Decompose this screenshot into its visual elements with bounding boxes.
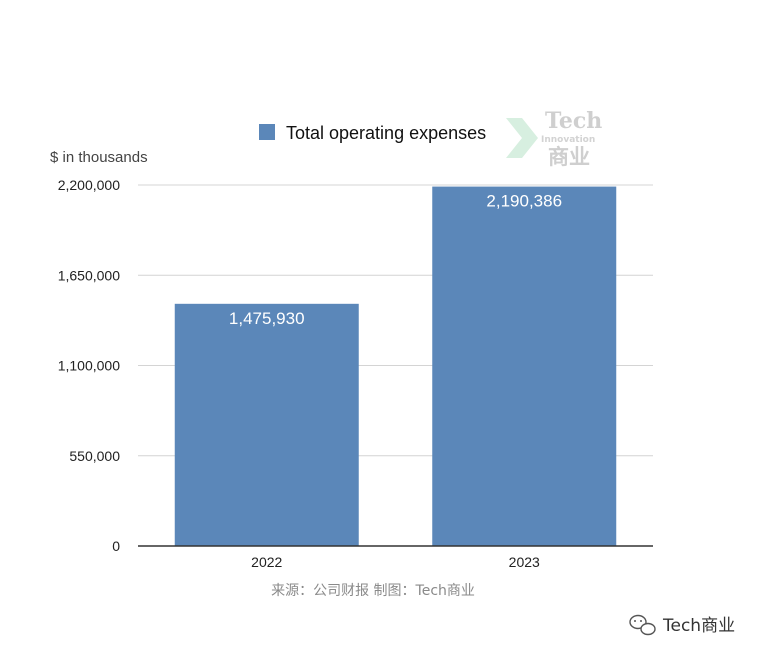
y-tick-label: 1,650,000 xyxy=(58,267,120,283)
y-tick-label: 0 xyxy=(112,538,120,554)
data-label: 1,475,930 xyxy=(229,309,305,328)
bar-2022 xyxy=(174,303,359,546)
watermark-chevron-icon xyxy=(506,118,538,158)
y-tick-label: 2,200,000 xyxy=(58,177,120,193)
y-tick-label: 1,100,000 xyxy=(58,358,120,374)
legend-swatch xyxy=(259,124,275,140)
legend-label: Total operating expenses xyxy=(286,123,486,143)
wechat-icon xyxy=(629,614,656,636)
data-label: 2,190,386 xyxy=(486,192,562,211)
watermark-subtitle: Innovation xyxy=(541,135,595,145)
x-tick-label: 2023 xyxy=(509,554,540,570)
x-tick-label: 2022 xyxy=(251,554,282,570)
legend: Total operating expenses xyxy=(259,123,486,143)
y-tick-label: 550,000 xyxy=(69,448,120,464)
brand-label: Tech商业 xyxy=(662,616,735,636)
source-note: 来源：公司财报 制图：Tech商业 xyxy=(271,583,475,599)
watermark-cn: 商业 xyxy=(548,145,590,169)
watermark-logo: Tech Innovation 商业 xyxy=(506,108,602,169)
y-axis-label: $ in thousands xyxy=(50,149,148,166)
bar-2023 xyxy=(432,186,617,546)
brand-footer: Tech商业 xyxy=(629,614,735,636)
bars xyxy=(174,186,617,546)
labels: 0 550,000 1,100,000 1,650,000 2,200,000 1,475… xyxy=(58,177,562,570)
watermark-title: Tech xyxy=(545,108,602,134)
